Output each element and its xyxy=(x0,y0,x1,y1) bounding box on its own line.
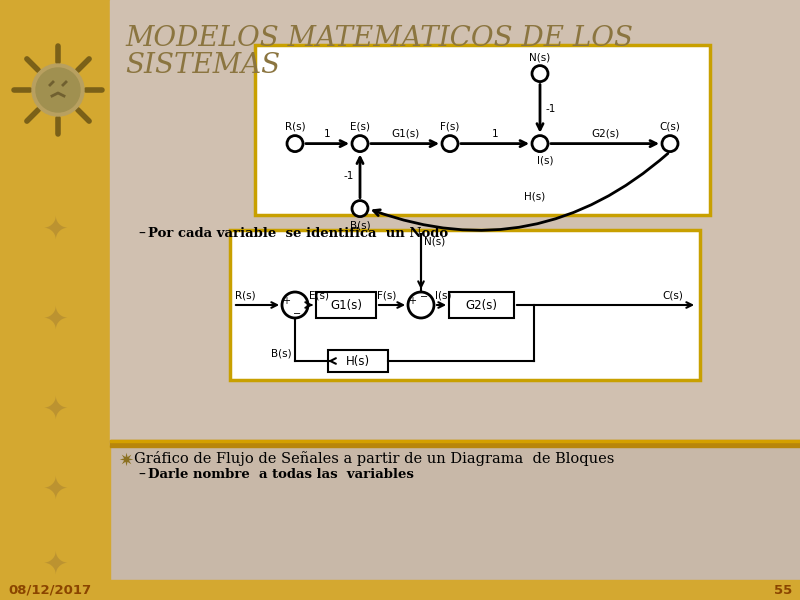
Text: MODELOS MATEMATICOS DE LOS: MODELOS MATEMATICOS DE LOS xyxy=(125,25,633,52)
Text: R(s): R(s) xyxy=(235,290,256,300)
Circle shape xyxy=(282,292,308,318)
Text: G2(s): G2(s) xyxy=(591,128,619,139)
Bar xyxy=(110,0,800,445)
FancyBboxPatch shape xyxy=(255,45,710,215)
Text: −: − xyxy=(420,292,428,302)
Text: Por cada variable  se identifica  un Nodo: Por cada variable se identifica un Nodo xyxy=(148,227,448,240)
Bar xyxy=(316,292,376,318)
Text: -1: -1 xyxy=(546,104,556,113)
Circle shape xyxy=(287,136,303,152)
Text: 1: 1 xyxy=(492,128,498,139)
Text: 08/12/2017: 08/12/2017 xyxy=(8,583,91,596)
Text: N(s): N(s) xyxy=(530,53,550,62)
Circle shape xyxy=(532,136,548,152)
Text: ✦: ✦ xyxy=(42,395,68,425)
Bar xyxy=(110,440,800,442)
Text: C(s): C(s) xyxy=(659,122,681,131)
Text: N(s): N(s) xyxy=(424,236,446,246)
Bar xyxy=(0,580,800,600)
Text: B(s): B(s) xyxy=(350,221,370,230)
Text: G1(s): G1(s) xyxy=(391,128,419,139)
Text: F(s): F(s) xyxy=(377,291,396,301)
Text: I(s): I(s) xyxy=(435,291,451,301)
Circle shape xyxy=(442,136,458,152)
Bar xyxy=(110,440,800,447)
Bar xyxy=(0,0,110,600)
Text: +: + xyxy=(408,296,416,306)
Text: ✦: ✦ xyxy=(42,305,68,335)
Circle shape xyxy=(662,136,678,152)
Text: +: + xyxy=(282,296,290,306)
Text: ✷: ✷ xyxy=(118,452,133,470)
Text: –: – xyxy=(138,227,145,241)
Text: −: − xyxy=(293,309,301,319)
Text: SISTEMAS: SISTEMAS xyxy=(125,52,280,79)
Bar xyxy=(328,350,388,372)
Text: Gráfico de Flujo de Señales a partir de un Diagrama  de Bloques: Gráfico de Flujo de Señales a partir de … xyxy=(134,451,614,466)
Text: 1: 1 xyxy=(324,128,331,139)
Text: C(s): C(s) xyxy=(662,291,683,301)
Text: G2(s): G2(s) xyxy=(466,298,498,311)
Text: H(s): H(s) xyxy=(524,191,546,201)
Text: I(s): I(s) xyxy=(537,155,554,166)
Circle shape xyxy=(532,65,548,82)
Circle shape xyxy=(352,136,368,152)
Text: G1(s): G1(s) xyxy=(330,298,362,311)
Text: ✦: ✦ xyxy=(42,215,68,245)
Circle shape xyxy=(352,200,368,217)
Text: –: – xyxy=(138,468,145,482)
Text: E(s): E(s) xyxy=(309,291,329,301)
Circle shape xyxy=(32,64,84,116)
Circle shape xyxy=(36,68,80,112)
Text: 55: 55 xyxy=(774,583,792,596)
Text: -1: -1 xyxy=(344,171,354,181)
Text: R(s): R(s) xyxy=(285,122,306,131)
FancyBboxPatch shape xyxy=(230,230,700,380)
Text: H(s): H(s) xyxy=(346,355,370,367)
Text: ✦: ✦ xyxy=(42,551,68,580)
Text: B(s): B(s) xyxy=(271,348,292,358)
Circle shape xyxy=(408,292,434,318)
FancyArrowPatch shape xyxy=(374,154,668,230)
Text: F(s): F(s) xyxy=(440,122,460,131)
Text: Darle nombre  a todas las  variables: Darle nombre a todas las variables xyxy=(148,468,414,481)
Bar xyxy=(449,292,514,318)
Text: E(s): E(s) xyxy=(350,122,370,131)
Text: ✦: ✦ xyxy=(42,475,68,505)
